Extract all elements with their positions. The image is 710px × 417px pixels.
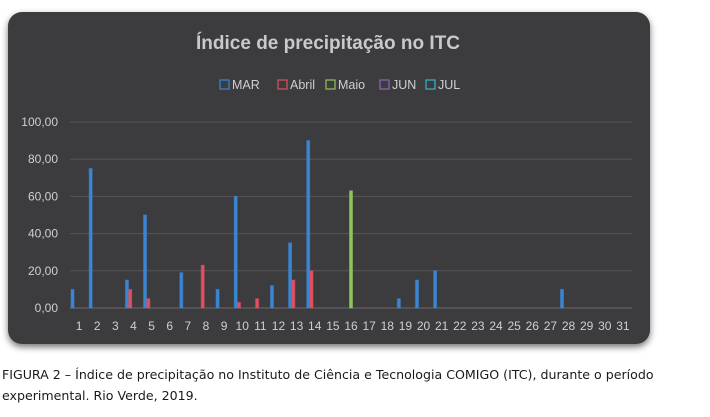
legend-label-jun: JUN [392,78,416,92]
bar-mar-day-14 [306,140,311,309]
legend-label-maio: Maio [338,78,365,92]
chart-panel: Índice de precipitação no ITC MAR Abril Ma… [8,12,650,344]
legend-swatch-jun [379,79,390,90]
bar-abril-day-10 [236,301,241,309]
x-tick-label: 8 [203,319,210,333]
bar-abril-day-5 [146,298,151,309]
x-tick-label: 1 [76,319,83,333]
bar-abril-day-13 [291,279,296,309]
legend-label-abril: Abril [290,78,315,92]
chart-title: Índice de precipitação no ITC [196,32,460,54]
bar-mar-day-10 [233,195,238,309]
x-tick-label: 3 [112,319,119,333]
x-tick-label: 13 [290,319,304,333]
x-tick-label: 17 [362,319,376,333]
bars [70,140,565,309]
legend-swatch-abril [277,79,288,90]
x-tick-label: 15 [326,319,340,333]
x-tick-label: 22 [453,319,467,333]
x-tick-label: 2 [94,319,101,333]
x-tick-label: 20 [417,319,431,333]
bar-mar-day-9 [215,288,220,309]
y-tick-label: 40,00 [28,227,58,241]
legend-swatch-mar [219,79,230,90]
bar-mar-day-21 [433,270,438,309]
x-tick-label: 21 [435,319,449,333]
bar-maio-day-16 [349,190,353,309]
bar-mar-day-2 [88,168,93,309]
y-tick-label: 60,00 [28,189,58,203]
y-tick-label: 20,00 [28,264,58,278]
x-tick-label: 9 [221,319,228,333]
legend-label-jul: JUL [438,78,460,92]
bar-abril-day-14 [309,270,314,309]
bar-mar-day-4 [124,279,129,309]
bar-mar-day-13 [288,242,293,309]
x-tick-label: 16 [344,319,358,333]
bar-abril-day-4 [128,288,133,309]
bar-abril-day-8 [200,264,205,309]
bar-mar-day-7 [179,272,184,309]
x-tick-label: 25 [507,319,521,333]
legend: MAR Abril Maio JUN JUL [219,78,460,92]
x-tick-label: 28 [562,319,576,333]
y-tick-label: 100,00 [21,115,58,129]
y-tick-label: 0,00 [35,301,59,315]
legend-swatch-jul [425,79,436,90]
legend-swatch-maio [325,79,336,90]
x-tick-label: 12 [272,319,286,333]
x-axis-ticks: 1 2 3 4 5 6 7 8 9 10 11 12 13 14 15 16 17 18 19 20 21 22 23 24 2… [76,319,630,333]
figure-caption: FIGURA 2 – Índice de precipitação no Ins… [2,367,654,403]
x-tick-label: 27 [544,319,558,333]
bar-mar-day-19 [396,298,401,309]
bar-mar-day-28 [560,288,565,309]
bar-mar-day-12 [269,285,274,309]
bar-abril-day-11 [255,298,260,309]
bar-mar-day-5 [143,214,148,309]
x-tick-label: 7 [184,319,191,333]
x-tick-label: 26 [526,319,540,333]
x-tick-label: 6 [166,319,173,333]
x-tick-label: 18 [381,319,395,333]
bar-mar-day-1 [70,288,75,309]
y-tick-label: 80,00 [28,152,58,166]
legend-label-mar: MAR [232,78,260,92]
x-tick-label: 30 [598,319,612,333]
precipitation-chart: Índice de precipitação no ITC MAR Abril Ma… [21,32,632,333]
bar-mar-day-20 [414,279,419,309]
x-tick-label: 29 [580,319,594,333]
y-axis-ticks: 0,00 20,00 40,00 60,00 80,00 100,00 [21,115,58,315]
x-tick-label: 5 [148,319,155,333]
x-tick-label: 24 [489,319,503,333]
x-tick-label: 14 [308,319,322,333]
x-tick-label: 23 [471,319,485,333]
x-tick-label: 31 [616,319,630,333]
x-tick-label: 11 [254,319,267,333]
x-tick-label: 19 [399,319,413,333]
x-tick-label: 10 [236,319,250,333]
x-tick-label: 4 [130,319,137,333]
